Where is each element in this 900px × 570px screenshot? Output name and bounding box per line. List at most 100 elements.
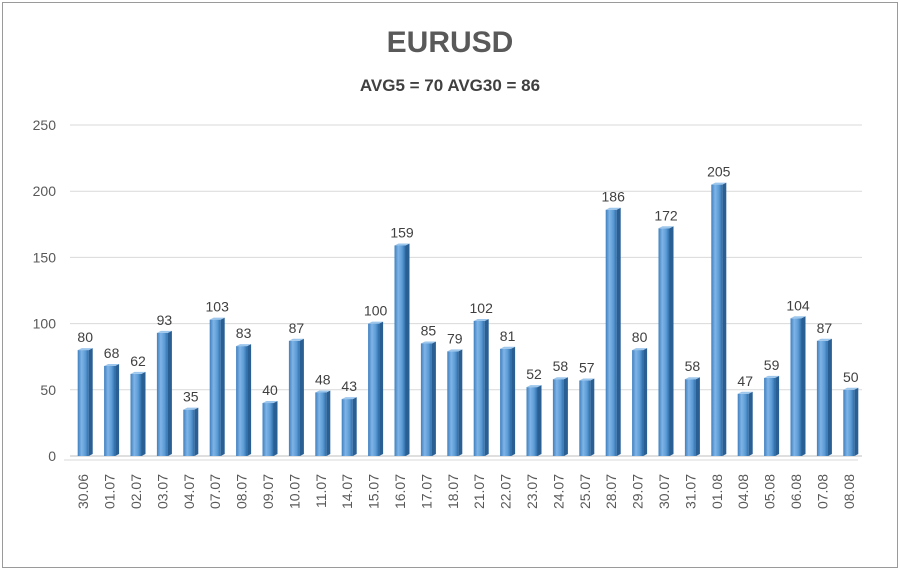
bar-front [315, 392, 327, 456]
bar-top [684, 377, 700, 380]
x-tick-label: 31.07 [682, 474, 698, 509]
x-tick-label: 30.07 [656, 474, 672, 509]
data-label: 43 [341, 378, 357, 394]
bar-top [816, 338, 832, 341]
bar-top [764, 375, 780, 378]
data-label: 83 [236, 325, 252, 341]
bar-front [684, 379, 696, 456]
x-tick-label: 09.07 [260, 474, 276, 509]
bar-top [394, 243, 410, 246]
bar-front [711, 184, 723, 456]
bar [605, 207, 621, 456]
bar-side [511, 346, 516, 456]
bar-side [722, 182, 727, 456]
bar-side [273, 401, 278, 456]
bar-front [341, 399, 353, 456]
chart-title: EURUSD [386, 26, 514, 59]
bar-side [326, 390, 331, 456]
bar-top [500, 346, 516, 349]
y-tick-label: 150 [33, 249, 57, 265]
y-tick-label: 50 [40, 382, 56, 398]
bar-front [579, 380, 591, 456]
bar [236, 344, 252, 456]
bar-front [658, 228, 670, 456]
bar-front [500, 348, 512, 456]
data-label: 35 [183, 389, 199, 405]
bar [790, 316, 806, 456]
data-label: 57 [579, 360, 595, 376]
data-label: 81 [500, 328, 516, 344]
x-tick-label: 15.07 [366, 474, 382, 509]
bar-side [88, 348, 93, 456]
bar-side [141, 371, 146, 456]
data-label: 186 [602, 189, 626, 205]
bar-front [790, 318, 802, 456]
chart-subtitle: AVG5 = 70 AVG30 = 86 [359, 76, 541, 95]
bar-top [130, 371, 146, 374]
x-tick-label: 05.08 [762, 474, 778, 509]
bar-top [447, 349, 463, 352]
bar-front [209, 319, 221, 456]
x-tick-label: 08.08 [841, 474, 857, 509]
bar-side [669, 226, 674, 456]
x-tick-label: 22.07 [498, 474, 514, 509]
bar-top [843, 387, 859, 390]
bar [737, 391, 753, 456]
bar [341, 397, 357, 456]
data-label: 100 [364, 303, 388, 319]
x-tick-label: 04.07 [181, 474, 197, 509]
x-tick-label: 07.08 [814, 474, 830, 509]
bar [764, 375, 780, 456]
bar-side [775, 375, 780, 456]
data-label: 87 [289, 320, 305, 336]
bar-front [288, 340, 300, 456]
bar-side [431, 341, 436, 456]
bar-side [563, 377, 568, 456]
bar-front [526, 387, 538, 456]
x-tick-label: 29.07 [630, 474, 646, 509]
bar-front [262, 403, 274, 456]
data-label: 87 [817, 320, 833, 336]
bar [209, 317, 225, 456]
bar-side [167, 330, 172, 456]
bar [288, 338, 304, 456]
bar-front [605, 209, 617, 456]
bar-top [658, 226, 674, 229]
bar-top [262, 401, 278, 404]
data-label: 62 [130, 353, 146, 369]
data-label: 48 [315, 371, 331, 387]
bar-side [405, 243, 410, 456]
bars [77, 182, 859, 456]
bar [500, 346, 516, 456]
bar-top [473, 318, 489, 321]
bar [77, 348, 93, 456]
bar-front [394, 245, 406, 456]
bar-front [104, 365, 116, 456]
bar-side [247, 344, 252, 456]
y-tick-label: 250 [33, 117, 57, 133]
bar-front [77, 350, 89, 456]
bar [632, 348, 648, 456]
bar [552, 377, 568, 456]
y-tick-label: 100 [33, 316, 57, 332]
bar-top [420, 341, 436, 344]
bar-top [790, 316, 806, 319]
data-label: 59 [764, 357, 780, 373]
bar-top [605, 207, 621, 210]
bar-side [695, 377, 700, 456]
bar-front [368, 323, 380, 456]
bar [843, 387, 859, 456]
bar-top [341, 397, 357, 400]
bar-top [579, 378, 595, 381]
data-label: 52 [526, 366, 542, 382]
bar-side [590, 378, 595, 456]
bar-front [843, 389, 855, 456]
x-tick-label: 30.06 [75, 474, 91, 509]
bar-side [537, 385, 542, 456]
x-tick-label: 07.07 [207, 474, 223, 509]
x-tick-label: 01.07 [102, 474, 118, 509]
bar [130, 371, 146, 456]
bar-side [827, 338, 832, 456]
